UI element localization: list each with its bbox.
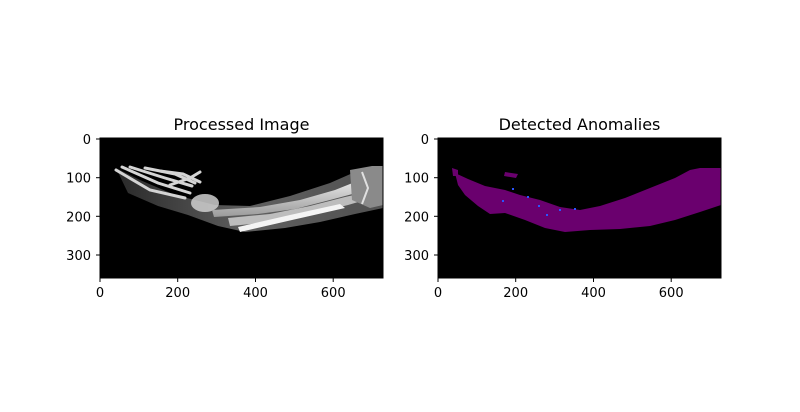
panel-title: Detected Anomalies: [499, 115, 661, 134]
y-tick-label: 300: [404, 249, 429, 264]
elbow-joint-line: [361, 171, 370, 205]
anomaly-mask: [455, 168, 721, 232]
hand-bones: [114, 165, 202, 200]
x-tick-label: 600: [321, 286, 346, 301]
y-tick-label: 200: [404, 210, 429, 225]
panel-title: Processed Image: [174, 115, 310, 134]
x-tick-label: 0: [96, 286, 104, 301]
panel-detected-anomalies: Detected Anomalies 0: [404, 115, 722, 301]
anomaly-speckles: [502, 188, 576, 216]
elbow: [350, 166, 383, 208]
y-tick-label: 0: [421, 133, 429, 148]
forearm-bone-lower: [228, 191, 372, 226]
y-tick-label: 0: [83, 133, 91, 148]
image-area: [438, 138, 721, 278]
x-axis: 0 200 400 600: [434, 278, 684, 301]
axes-frame: [99, 137, 384, 279]
x-tick-label: 200: [165, 286, 190, 301]
image-area: [100, 138, 383, 278]
x-tick-label: 400: [581, 286, 606, 301]
y-axis: 0 100 200 300: [66, 133, 100, 264]
y-tick-label: 300: [66, 249, 91, 264]
anomaly-mask-fringe: [452, 168, 518, 178]
x-tick-label: 600: [659, 286, 684, 301]
soft-tissue: [116, 167, 383, 232]
y-tick-label: 100: [66, 172, 91, 187]
x-axis: 0 200 400 600: [96, 278, 346, 301]
y-axis: 0 100 200 300: [404, 133, 438, 264]
wrist-carpals: [191, 194, 219, 212]
x-tick-label: 200: [503, 286, 528, 301]
x-tick-label: 400: [243, 286, 268, 301]
panel-processed-image: Processed Image: [66, 115, 384, 301]
x-tick-label: 0: [434, 286, 442, 301]
metal-plate: [238, 204, 345, 232]
y-tick-label: 100: [404, 172, 429, 187]
y-tick-label: 200: [66, 210, 91, 225]
axes-frame: [437, 137, 722, 279]
